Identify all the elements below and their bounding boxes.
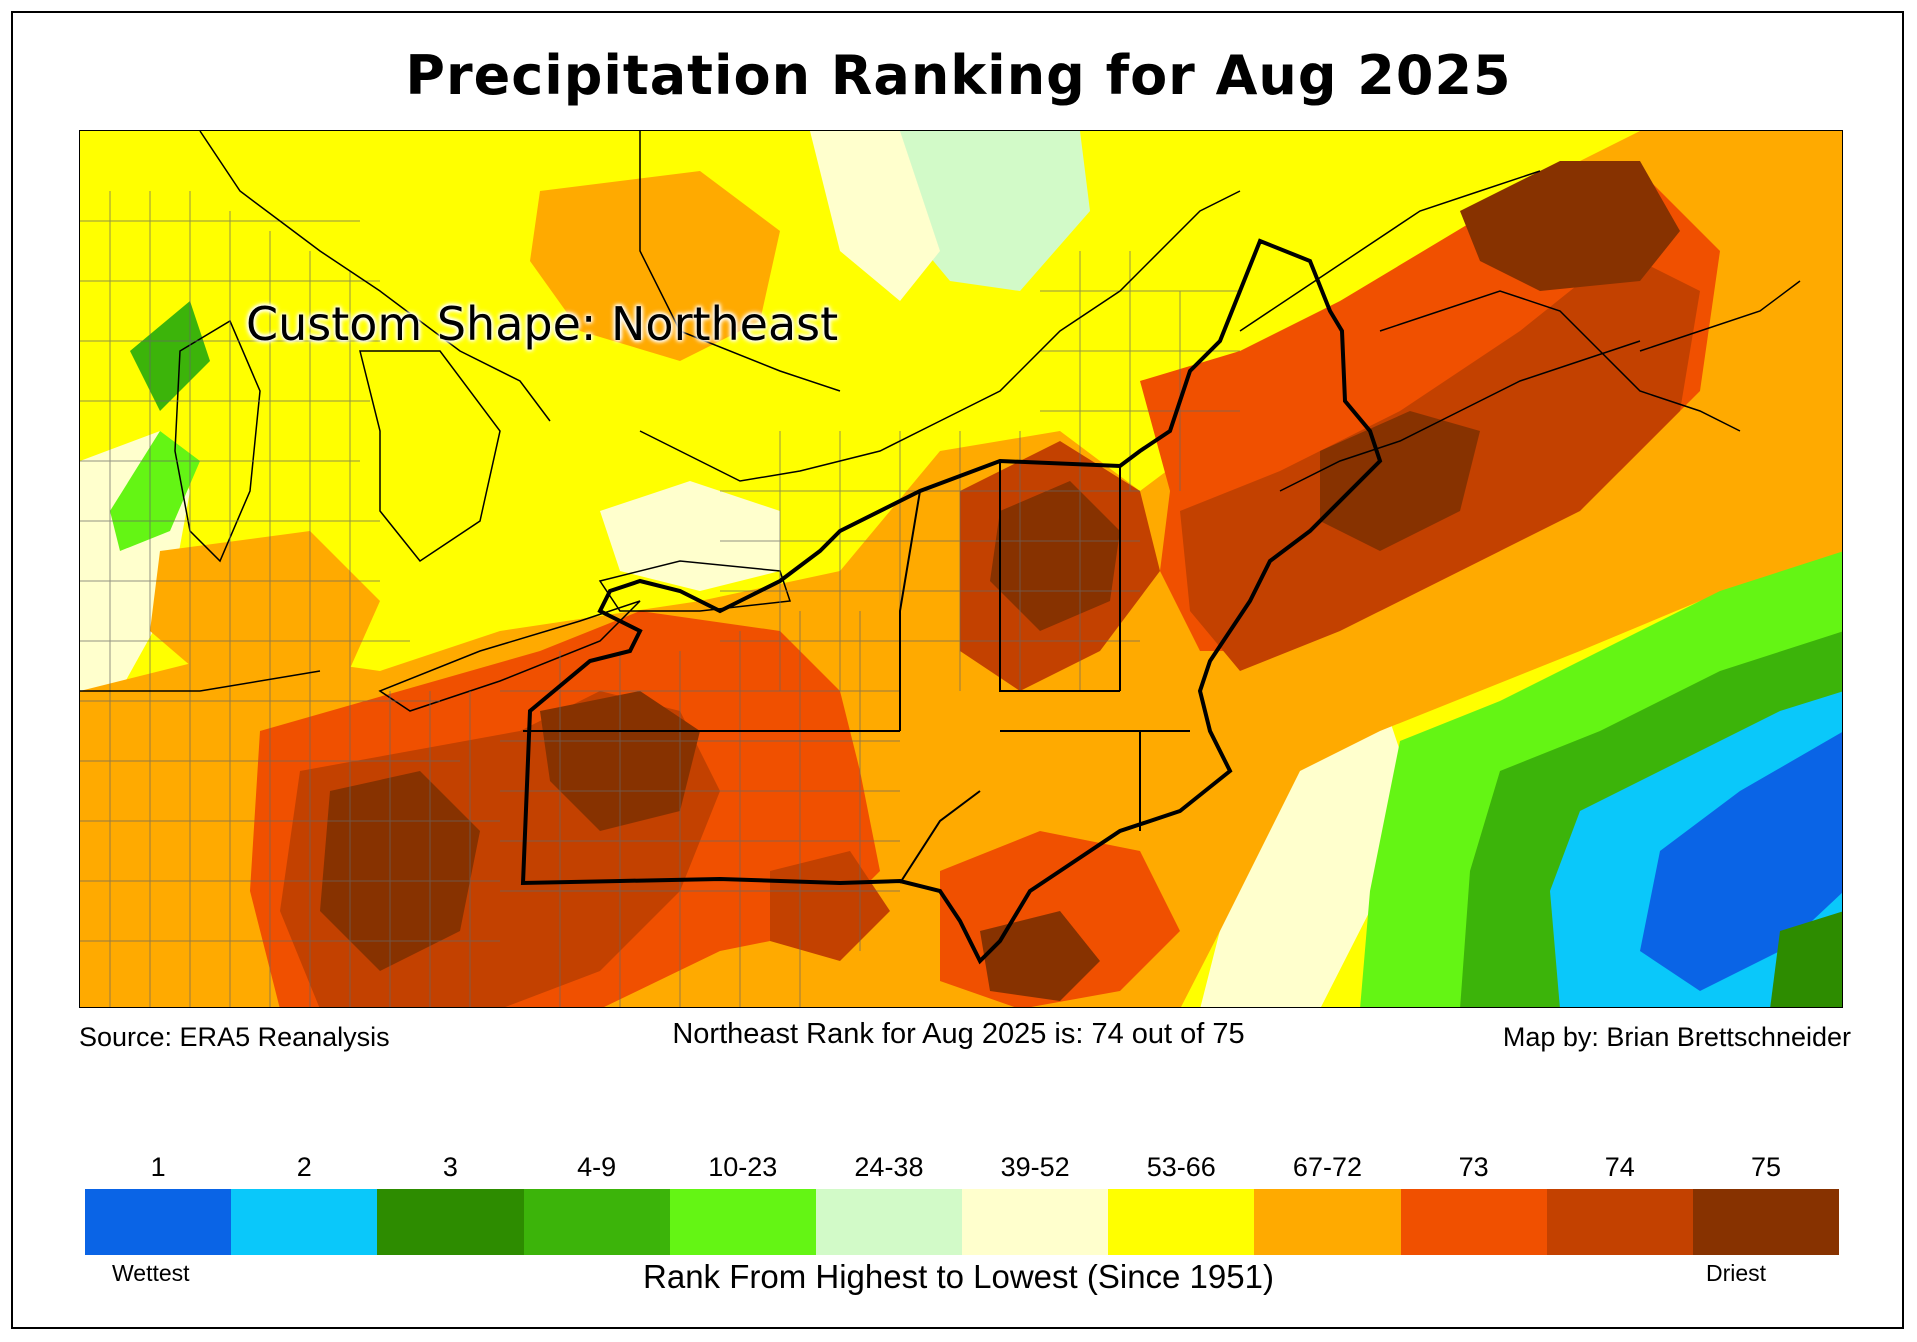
rank-area-75 — [990, 481, 1120, 631]
rank-area-39-52 — [1200, 691, 1410, 1007]
northeast-region-outline — [520, 238, 1383, 965]
legend-caption: Rank From Highest to Lowest (Since 1951) — [643, 1258, 1274, 1295]
legend-label-4-9: 4-9 — [577, 1152, 617, 1182]
rank-area-75 — [1320, 411, 1480, 551]
lake-ontario — [598, 560, 792, 612]
coastlines — [80, 131, 1801, 692]
legend-label-1: 1 — [150, 1152, 166, 1182]
state-borders — [523, 461, 1190, 884]
map-credit: Map by: Brian Brettschneider — [1502, 1022, 1851, 1052]
rank-area-75 — [1460, 161, 1680, 291]
rank-area-67-72 — [530, 171, 780, 361]
legend-swatch-53-66 — [1108, 1189, 1255, 1255]
legend-wettest-label: Wettest — [112, 1260, 190, 1286]
legend-swatch-74 — [1546, 1189, 1693, 1255]
legend-label-75: 75 — [1750, 1152, 1781, 1182]
map-title: Precipitation Ranking for Aug 2025 — [405, 44, 1512, 107]
legend-label-39-52: 39-52 — [1000, 1152, 1070, 1182]
rank-area-1 — [1640, 732, 1842, 991]
rank-area-39-52 — [600, 481, 780, 591]
legend-label-3: 3 — [442, 1152, 458, 1182]
rank-area-3 — [1770, 911, 1842, 1007]
legend-label-24-38: 24-38 — [854, 1152, 924, 1182]
rank-area-39-52 — [810, 131, 940, 301]
legend-swatch-24-38 — [815, 1189, 963, 1255]
legend-labels: 1 2 3 4-9 10-23 24-38 39-52 53-66 67-72 73 74 75 — [85, 1152, 1839, 1183]
legend-swatch-39-52 — [962, 1189, 1109, 1255]
legend-colorbar — [85, 1189, 1840, 1255]
data-source: Source: ERA5 Reanalysis — [79, 1022, 390, 1052]
lake-michigan — [174, 319, 261, 563]
legend-swatch-2 — [231, 1189, 378, 1255]
rank-statement: Northeast Rank for Aug 2025 is: 74 out o… — [672, 1018, 1245, 1050]
legend-driest-label: Driest — [1706, 1260, 1767, 1286]
legend-label-74: 74 — [1604, 1152, 1635, 1182]
legend-swatch-4-9 — [523, 1189, 670, 1255]
rank-area-67-72 — [150, 531, 380, 691]
legend-swatch-1 — [85, 1189, 232, 1255]
legend-label-53-66: 53-66 — [1146, 1152, 1216, 1182]
rank-area-75 — [980, 911, 1100, 1001]
region-label: Custom Shape: Northeast — [246, 297, 839, 351]
legend-swatch-73 — [1400, 1189, 1547, 1255]
lake-huron — [359, 350, 501, 563]
legend-swatch-67-72 — [1254, 1189, 1401, 1255]
county-lines — [80, 191, 1240, 1007]
legend-label-2: 2 — [296, 1152, 312, 1182]
precipitation-rank-map: Custom Shape: Northeast — [79, 130, 1843, 1008]
legend-swatch-75 — [1692, 1189, 1840, 1255]
legend-label-67-72: 67-72 — [1292, 1152, 1362, 1182]
legend-swatch-3 — [377, 1189, 524, 1255]
legend-label-10-23: 10-23 — [708, 1152, 778, 1182]
legend-swatch-10-23 — [669, 1189, 816, 1255]
legend-label-73: 73 — [1458, 1152, 1489, 1182]
